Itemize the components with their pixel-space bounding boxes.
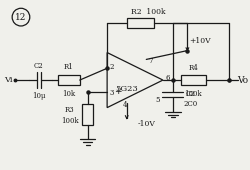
Text: +10V: +10V (189, 37, 211, 45)
Bar (82, 104, 94, 125)
Text: 4: 4 (122, 101, 127, 109)
Text: R2  100k: R2 100k (131, 8, 166, 16)
Text: R1: R1 (64, 63, 74, 71)
Bar (180, 75, 206, 85)
Text: 6: 6 (166, 74, 170, 82)
Text: 2: 2 (110, 63, 114, 71)
Text: 10k: 10k (62, 90, 76, 98)
Text: 3: 3 (110, 89, 114, 97)
Text: +: + (114, 87, 122, 96)
Text: Vo: Vo (237, 76, 248, 85)
Text: 5: 5 (156, 96, 160, 104)
Text: R3: R3 (65, 106, 75, 114)
Text: 7: 7 (148, 57, 152, 65)
Text: C2: C2 (186, 90, 195, 98)
Text: 12: 12 (15, 13, 27, 22)
Text: R4: R4 (188, 64, 198, 72)
Bar (127, 18, 154, 28)
Text: 5G23: 5G23 (115, 85, 138, 93)
Text: 100k: 100k (61, 117, 79, 125)
Bar (58, 75, 80, 85)
Text: 10μ: 10μ (32, 92, 45, 100)
Text: Vi: Vi (4, 76, 12, 84)
Text: 100k: 100k (184, 90, 202, 98)
Text: 2C0: 2C0 (183, 100, 198, 108)
Text: C2: C2 (34, 62, 43, 70)
Text: -10V: -10V (137, 120, 155, 128)
